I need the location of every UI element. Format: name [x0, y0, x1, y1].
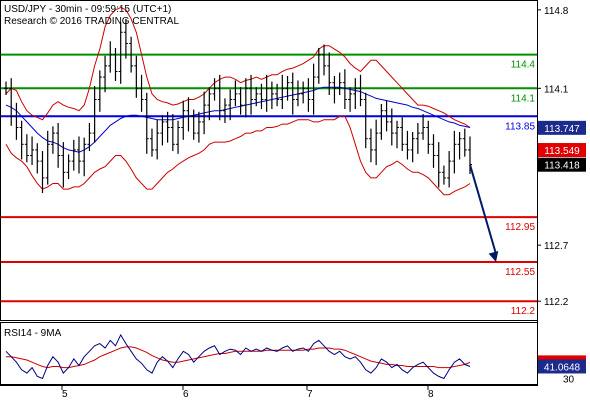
price-badge-1 [538, 143, 586, 158]
level-label-3: 112.95 [505, 222, 535, 233]
rsi-title: RSI14 - 9MA [4, 328, 62, 339]
x-tick-label-3: 8 [428, 389, 434, 400]
x-tick-label-0: 5 [62, 389, 68, 400]
rsi-line [5, 333, 471, 380]
rsi-badge-1 [538, 359, 586, 374]
price-badge-label-1: 113.549 [544, 146, 580, 157]
level-label-2: 113.85 [505, 121, 535, 132]
level-label-0: 114.4 [511, 60, 536, 71]
level-label-1: 114.1 [511, 93, 536, 104]
y-tick-label-2: 112.7 [544, 241, 569, 252]
bollinger-upper-line [5, 7, 471, 128]
forecast-arrow-shaft [469, 164, 497, 255]
main-panel-frame [0, 0, 538, 321]
level-label-5: 112.2 [511, 306, 536, 317]
price-badge-label-0: 113.747 [544, 124, 580, 135]
price-badge-0 [538, 120, 586, 135]
rsi-panel-frame [0, 322, 538, 385]
price-badge-2 [538, 157, 586, 172]
rsi-ma-line [6, 346, 471, 369]
rsi-y-tick-label-0: 30 [563, 375, 575, 386]
level-label-4: 112.55 [505, 267, 535, 278]
y-tick-label-0: 114.8 [544, 6, 569, 17]
chart-title: USD/JPY - 30min - 09:59:15 (UTC+1) [4, 4, 171, 15]
price-badge-label-2: 113.418 [544, 161, 580, 172]
bollinger-lower-line [5, 115, 471, 196]
moving-average-line [5, 86, 471, 153]
y-tick-label-3: 112.2 [544, 297, 569, 308]
x-tick-label-2: 7 [307, 389, 313, 400]
forecast-arrow-head [488, 251, 499, 262]
chart-subtitle: Research © 2016 TRADING CENTRAL [4, 16, 179, 27]
rsi-badge-label-1: 41.0648 [544, 362, 581, 373]
x-tick-label-1: 6 [183, 389, 189, 400]
y-tick-label-1: 114.1 [544, 84, 569, 95]
